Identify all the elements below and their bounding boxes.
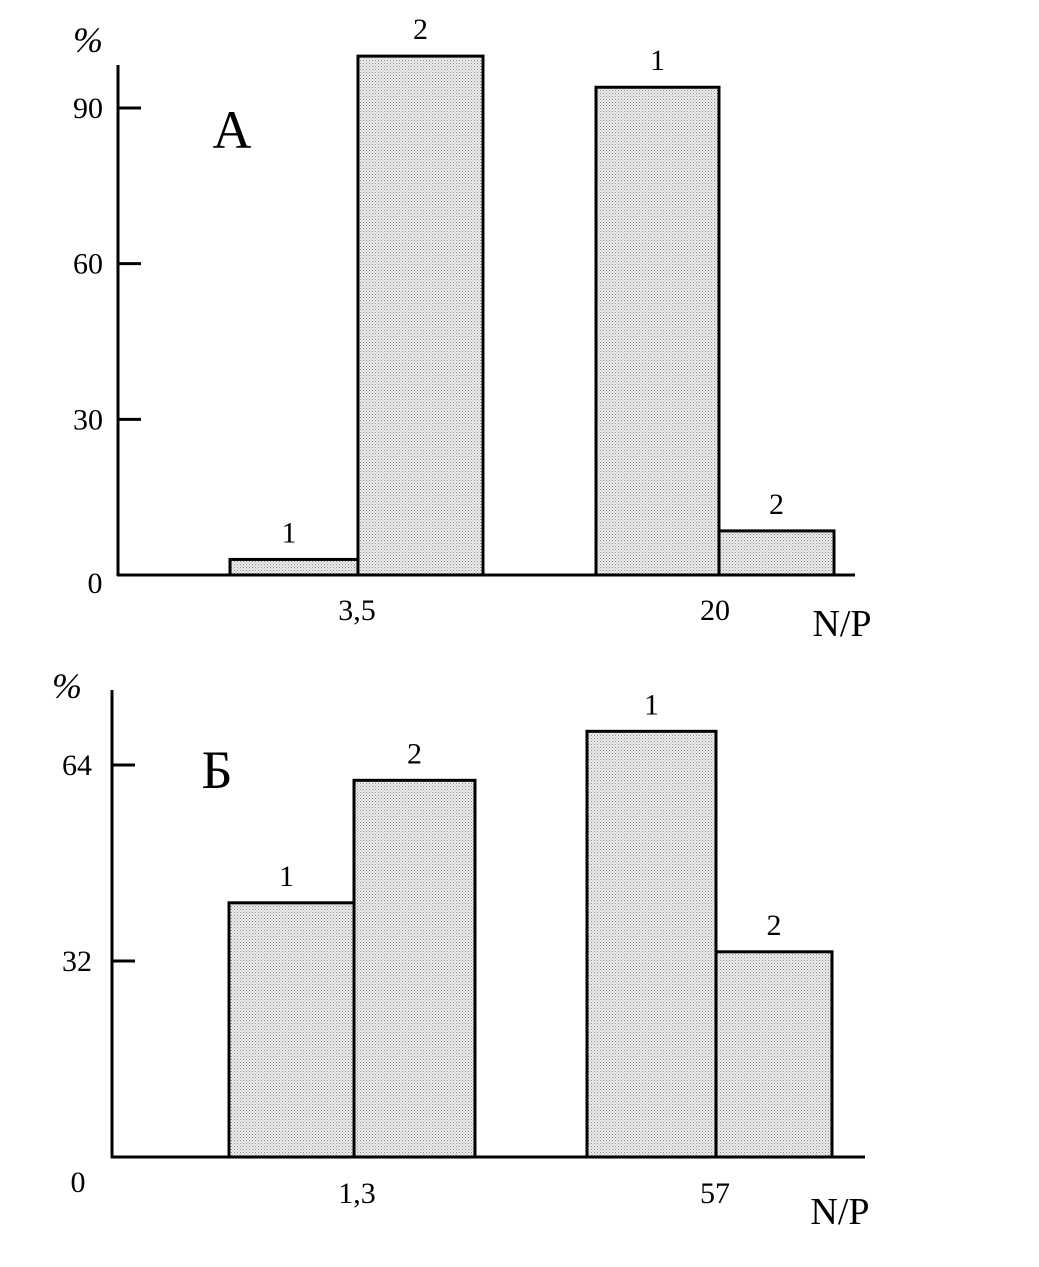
y-tick-label: 90 [73, 92, 103, 125]
panel-label: Б [201, 740, 232, 800]
x-tick-label: 1,3 [338, 1177, 376, 1210]
x-axis-label: N/P [810, 1191, 869, 1233]
bar-b-1,3-series-1 [227, 901, 356, 1159]
bar-label: 1 [644, 688, 659, 721]
bar-label: 2 [769, 488, 784, 521]
y-tick-label: 64 [62, 749, 92, 782]
y-axis-label: % [73, 20, 103, 60]
bar-b-57-series-2 [714, 950, 834, 1159]
x-tick-label: 3,5 [338, 594, 376, 627]
x-tick-label: 57 [700, 1177, 730, 1210]
bar-a-3,5-series-1 [228, 557, 360, 577]
y-tick-label: 60 [73, 248, 103, 281]
y-tick-label: 32 [62, 945, 92, 978]
bar-label: 1 [282, 516, 297, 549]
bar-a-20-series-2 [717, 529, 836, 577]
bar-a-3,5-series-2 [356, 54, 485, 577]
bar-label: 1 [650, 44, 665, 77]
chart-panel-a: 0 30 60 90% N/P А 1 2 3,5 1 2 20 [73, 13, 872, 645]
y-axis-label: % [52, 666, 82, 706]
bar-label: 2 [413, 13, 428, 46]
bar-a-20-series-1 [594, 85, 721, 577]
bar-b-1,3-series-2 [352, 778, 477, 1159]
bar-b-57-series-1 [585, 729, 718, 1159]
chart-panel-b: 0 32 64% N/P Б 1 2 1,3 1 2 57 [52, 666, 870, 1233]
bar-label: 1 [279, 860, 294, 893]
bar-label: 2 [407, 737, 422, 770]
bar-label: 2 [767, 909, 782, 942]
x-axis-label: N/P [812, 603, 871, 645]
y-tick-label: 0 [88, 567, 103, 600]
y-tick-label: 0 [71, 1166, 86, 1199]
x-tick-label: 20 [700, 594, 730, 627]
panel-label: А [213, 100, 252, 160]
y-tick-label: 30 [73, 403, 103, 436]
